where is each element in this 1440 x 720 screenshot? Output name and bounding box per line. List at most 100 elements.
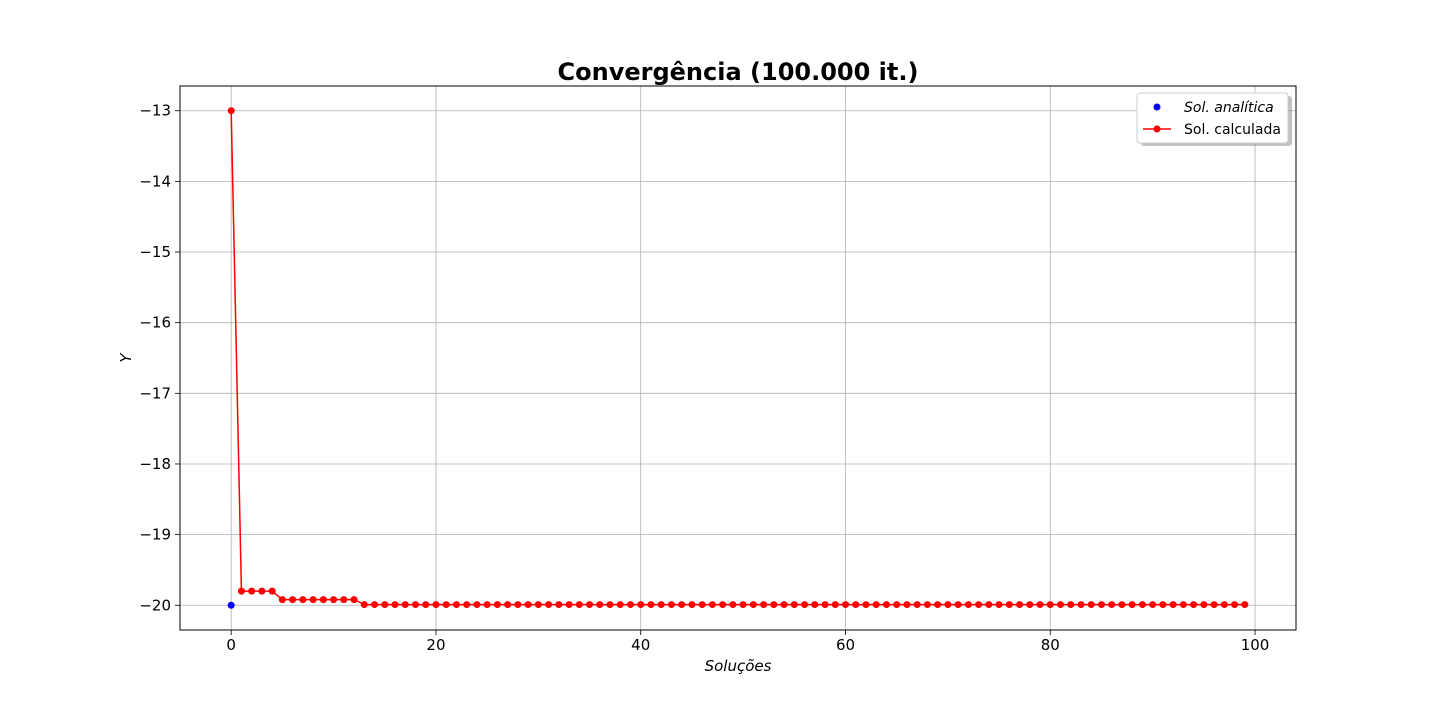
data-point-calculada	[923, 601, 931, 609]
data-point-calculada	[749, 601, 757, 609]
data-point-calculada	[360, 601, 368, 609]
data-point-calculada	[319, 596, 327, 604]
y-tick-label: −17	[139, 384, 171, 402]
data-point-analitica	[227, 601, 235, 609]
data-point-calculada	[1231, 601, 1239, 609]
data-point-calculada	[371, 601, 379, 609]
data-point-calculada	[1200, 601, 1208, 609]
data-point-calculada	[964, 601, 972, 609]
data-point-calculada	[258, 587, 266, 595]
x-tick-label: 0	[226, 636, 236, 654]
data-point-calculada	[872, 601, 880, 609]
data-point-calculada	[596, 601, 604, 609]
y-tick-label: −13	[139, 102, 171, 120]
data-point-calculada	[1097, 601, 1105, 609]
data-point-calculada	[268, 587, 276, 595]
y-tick-label: −15	[139, 243, 171, 261]
data-point-calculada	[770, 601, 778, 609]
data-point-calculada	[1067, 601, 1075, 609]
data-point-calculada	[1118, 601, 1126, 609]
data-point-calculada	[975, 601, 983, 609]
data-point-calculada	[1190, 601, 1198, 609]
data-point-calculada	[483, 601, 491, 609]
data-point-calculada	[309, 596, 317, 604]
data-point-calculada	[944, 601, 952, 609]
legend-label-calculada: Sol. calculada	[1184, 122, 1281, 138]
x-tick-label: 60	[836, 636, 855, 654]
data-point-calculada	[1169, 601, 1177, 609]
x-tick-label: 40	[631, 636, 650, 654]
data-point-calculada	[1179, 601, 1187, 609]
data-point-calculada	[616, 601, 624, 609]
data-point-calculada	[862, 601, 870, 609]
data-point-calculada	[801, 601, 809, 609]
data-point-calculada	[545, 601, 553, 609]
data-point-calculada	[637, 601, 645, 609]
y-tick-label: −16	[139, 314, 171, 332]
data-point-calculada	[1016, 601, 1024, 609]
data-point-calculada	[1046, 601, 1054, 609]
data-point-calculada	[1057, 601, 1065, 609]
data-point-calculada	[411, 601, 419, 609]
legend-marker-analitica	[1153, 103, 1161, 111]
data-point-calculada	[514, 601, 522, 609]
data-point-calculada	[289, 596, 297, 604]
data-point-calculada	[391, 601, 399, 609]
data-point-calculada	[678, 601, 686, 609]
data-point-calculada	[913, 601, 921, 609]
data-point-calculada	[565, 601, 573, 609]
data-point-calculada	[1077, 601, 1085, 609]
y-tick-label: −14	[139, 172, 171, 190]
x-tick-label: 100	[1241, 636, 1270, 654]
data-point-calculada	[626, 601, 634, 609]
data-point-calculada	[524, 601, 532, 609]
data-point-calculada	[586, 601, 594, 609]
data-point-calculada	[1005, 601, 1013, 609]
data-point-calculada	[452, 601, 460, 609]
data-point-calculada	[504, 601, 512, 609]
data-point-calculada	[1210, 601, 1218, 609]
data-point-calculada	[647, 601, 655, 609]
legend-label-analitica: Sol. analítica	[1184, 100, 1274, 116]
y-tick-label: −18	[139, 455, 171, 473]
data-point-calculada	[350, 596, 358, 604]
data-point-calculada	[1138, 601, 1146, 609]
data-point-calculada	[954, 601, 962, 609]
data-point-calculada	[719, 601, 727, 609]
x-tick-label: 20	[426, 636, 445, 654]
plot-frame	[179, 85, 1297, 631]
data-point-calculada	[729, 601, 737, 609]
legend: Sol. analítica Sol. calculada	[1136, 92, 1292, 146]
data-point-calculada	[1026, 601, 1034, 609]
data-point-calculada	[831, 601, 839, 609]
data-point-calculada	[401, 601, 409, 609]
data-point-calculada	[842, 601, 850, 609]
data-point-calculada	[442, 601, 450, 609]
data-point-calculada	[760, 601, 768, 609]
data-point-calculada	[575, 601, 583, 609]
data-point-calculada	[688, 601, 696, 609]
data-point-calculada	[790, 601, 798, 609]
data-point-calculada	[852, 601, 860, 609]
data-point-calculada	[227, 107, 235, 115]
data-point-calculada	[811, 601, 819, 609]
x-tick-label: 80	[1041, 636, 1060, 654]
data-point-calculada	[698, 601, 706, 609]
data-point-calculada	[1036, 601, 1044, 609]
data-point-calculada	[1108, 601, 1116, 609]
y-axis-label: Y	[117, 352, 135, 363]
data-point-calculada	[903, 601, 911, 609]
series-line-calculada	[230, 110, 1245, 606]
legend-marker-calculada	[1153, 125, 1161, 133]
chart-title: Convergência (100.000 it.)	[558, 58, 919, 86]
data-point-calculada	[534, 601, 542, 609]
data-point-calculada	[1220, 601, 1228, 609]
data-point-calculada	[422, 601, 430, 609]
data-point-calculada	[995, 601, 1003, 609]
data-point-calculada	[667, 601, 675, 609]
data-point-calculada	[739, 601, 747, 609]
data-point-calculada	[708, 601, 716, 609]
data-point-calculada	[340, 596, 348, 604]
data-point-calculada	[432, 601, 440, 609]
